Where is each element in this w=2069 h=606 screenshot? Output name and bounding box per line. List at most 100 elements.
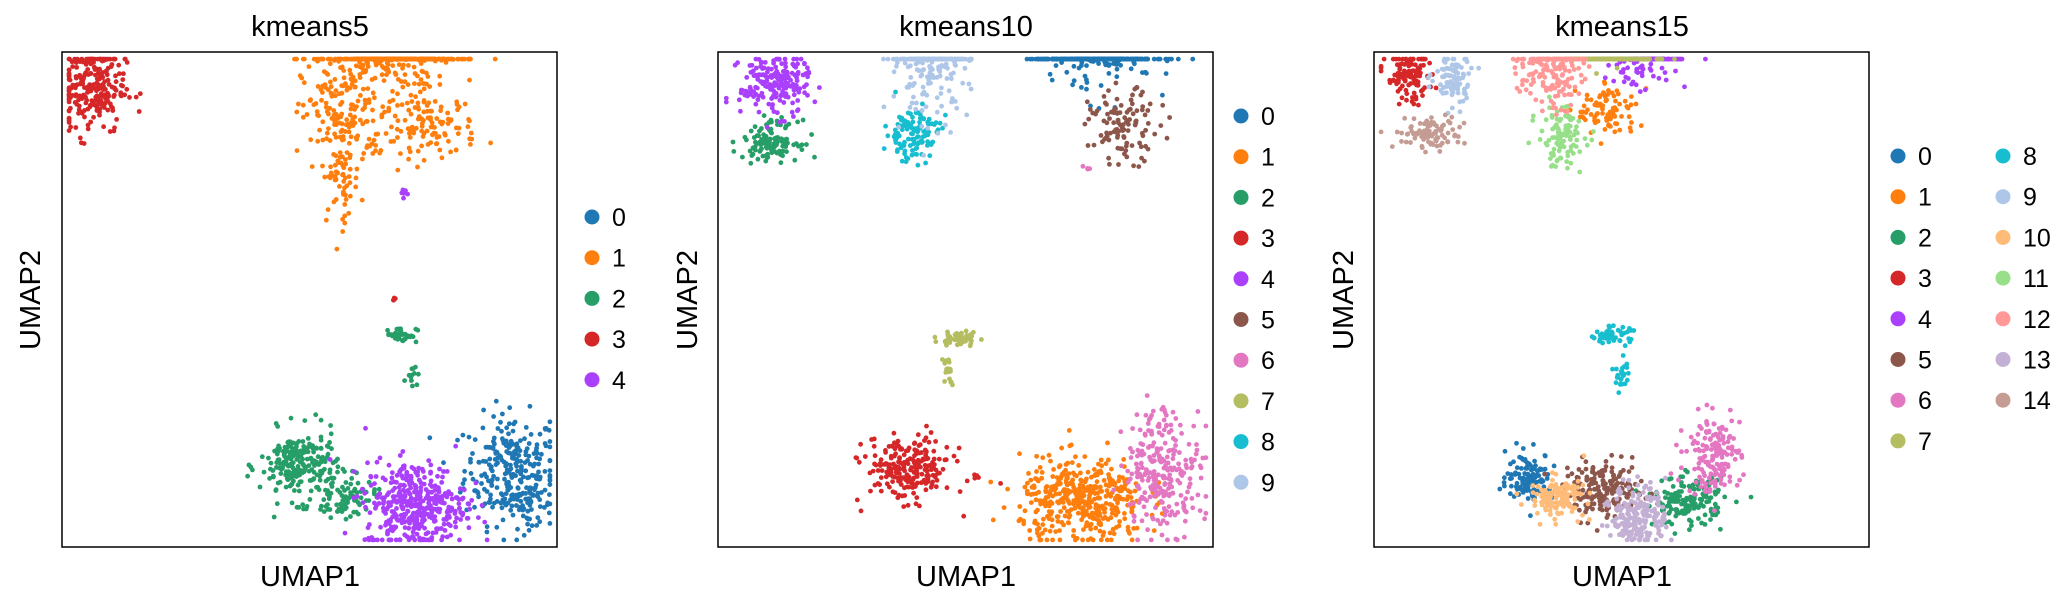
data-point: [440, 56, 446, 62]
data-point: [406, 63, 411, 68]
data-point: [891, 69, 897, 75]
data-point: [430, 530, 436, 536]
data-point: [341, 165, 347, 171]
data-point: [363, 119, 369, 124]
data-point: [274, 451, 280, 457]
data-point: [1086, 116, 1092, 122]
data-point: [421, 86, 427, 92]
data-point: [919, 115, 925, 121]
data-point: [346, 129, 352, 135]
data-point: [417, 512, 422, 518]
data-point: [490, 446, 496, 451]
data-point: [354, 166, 360, 172]
data-point: [94, 93, 100, 99]
data-point: [321, 497, 327, 503]
data-point: [66, 88, 72, 94]
data-point: [427, 435, 433, 441]
data-point: [1041, 56, 1047, 62]
data-point: [906, 56, 911, 62]
data-point: [537, 497, 543, 503]
data-point: [782, 72, 788, 77]
data-point: [452, 508, 458, 514]
data-point: [528, 432, 534, 437]
data-point: [521, 532, 527, 538]
data-point: [66, 99, 72, 105]
data-point: [1107, 161, 1112, 167]
data-point: [1017, 504, 1023, 509]
data-point: [370, 90, 376, 96]
legend-item: 8: [1233, 429, 1275, 457]
data-point: [371, 491, 377, 497]
data-point: [406, 537, 412, 543]
data-point: [455, 437, 460, 443]
data-point: [470, 451, 475, 456]
data-point: [1141, 504, 1147, 510]
data-point: [519, 468, 524, 474]
data-point: [97, 66, 102, 72]
data-point: [885, 56, 891, 62]
data-point: [1098, 133, 1104, 138]
data-point: [1083, 523, 1089, 529]
data-point: [370, 118, 376, 124]
data-point: [320, 90, 325, 95]
data-point: [1117, 110, 1123, 115]
data-point: [404, 100, 410, 106]
data-point: [494, 524, 500, 530]
data-point: [1173, 416, 1179, 421]
data-point: [390, 63, 396, 68]
data-point: [444, 509, 450, 515]
data-point: [1176, 461, 1181, 467]
data-point: [1044, 484, 1050, 489]
data-point: [1066, 509, 1072, 514]
data-point: [498, 419, 503, 425]
data-point: [424, 128, 430, 134]
data-point: [529, 507, 534, 512]
data-point: [1118, 429, 1124, 435]
data-point: [1060, 488, 1066, 494]
data-point: [1093, 471, 1099, 477]
data-point: [319, 97, 324, 103]
data-point: [300, 439, 306, 444]
data-point: [1144, 393, 1150, 398]
data-point: [547, 468, 553, 473]
data-point: [351, 495, 356, 501]
data-point: [92, 98, 98, 103]
data-point: [1107, 116, 1112, 121]
data-point: [870, 468, 876, 474]
data-point: [428, 469, 433, 475]
data-point: [1625, 105, 1631, 111]
data-point: [418, 485, 424, 490]
data-point: [82, 114, 87, 120]
data-point: [372, 58, 378, 63]
data-point: [432, 99, 438, 104]
data-point: [1528, 513, 1533, 519]
data-point: [300, 502, 306, 508]
data-point: [385, 66, 391, 72]
data-point: [1068, 56, 1073, 62]
data-point: [305, 436, 311, 441]
data-point: [959, 334, 965, 340]
data-point: [1626, 114, 1632, 120]
data-point: [776, 56, 782, 62]
data-point: [425, 142, 431, 147]
data-point: [77, 93, 83, 99]
panel-kmeans15: kmeans15 UMAP1 UMAP2 0123456789101112131…: [1328, 11, 2051, 593]
data-point: [343, 480, 349, 485]
data-point: [394, 126, 400, 132]
data-point: [82, 85, 87, 90]
data-point: [383, 522, 388, 528]
data-point: [392, 296, 398, 301]
data-point: [1118, 146, 1123, 152]
data-point: [419, 143, 424, 149]
data-point: [817, 85, 822, 90]
data-point: [70, 93, 75, 98]
data-point: [547, 419, 553, 425]
data-point: [1142, 112, 1148, 118]
data-point: [320, 83, 325, 89]
data-point: [1123, 148, 1129, 154]
data-point: [416, 114, 422, 120]
data-point: [1139, 155, 1144, 161]
data-point: [891, 93, 897, 99]
data-point: [504, 467, 510, 473]
data-point: [928, 142, 934, 148]
